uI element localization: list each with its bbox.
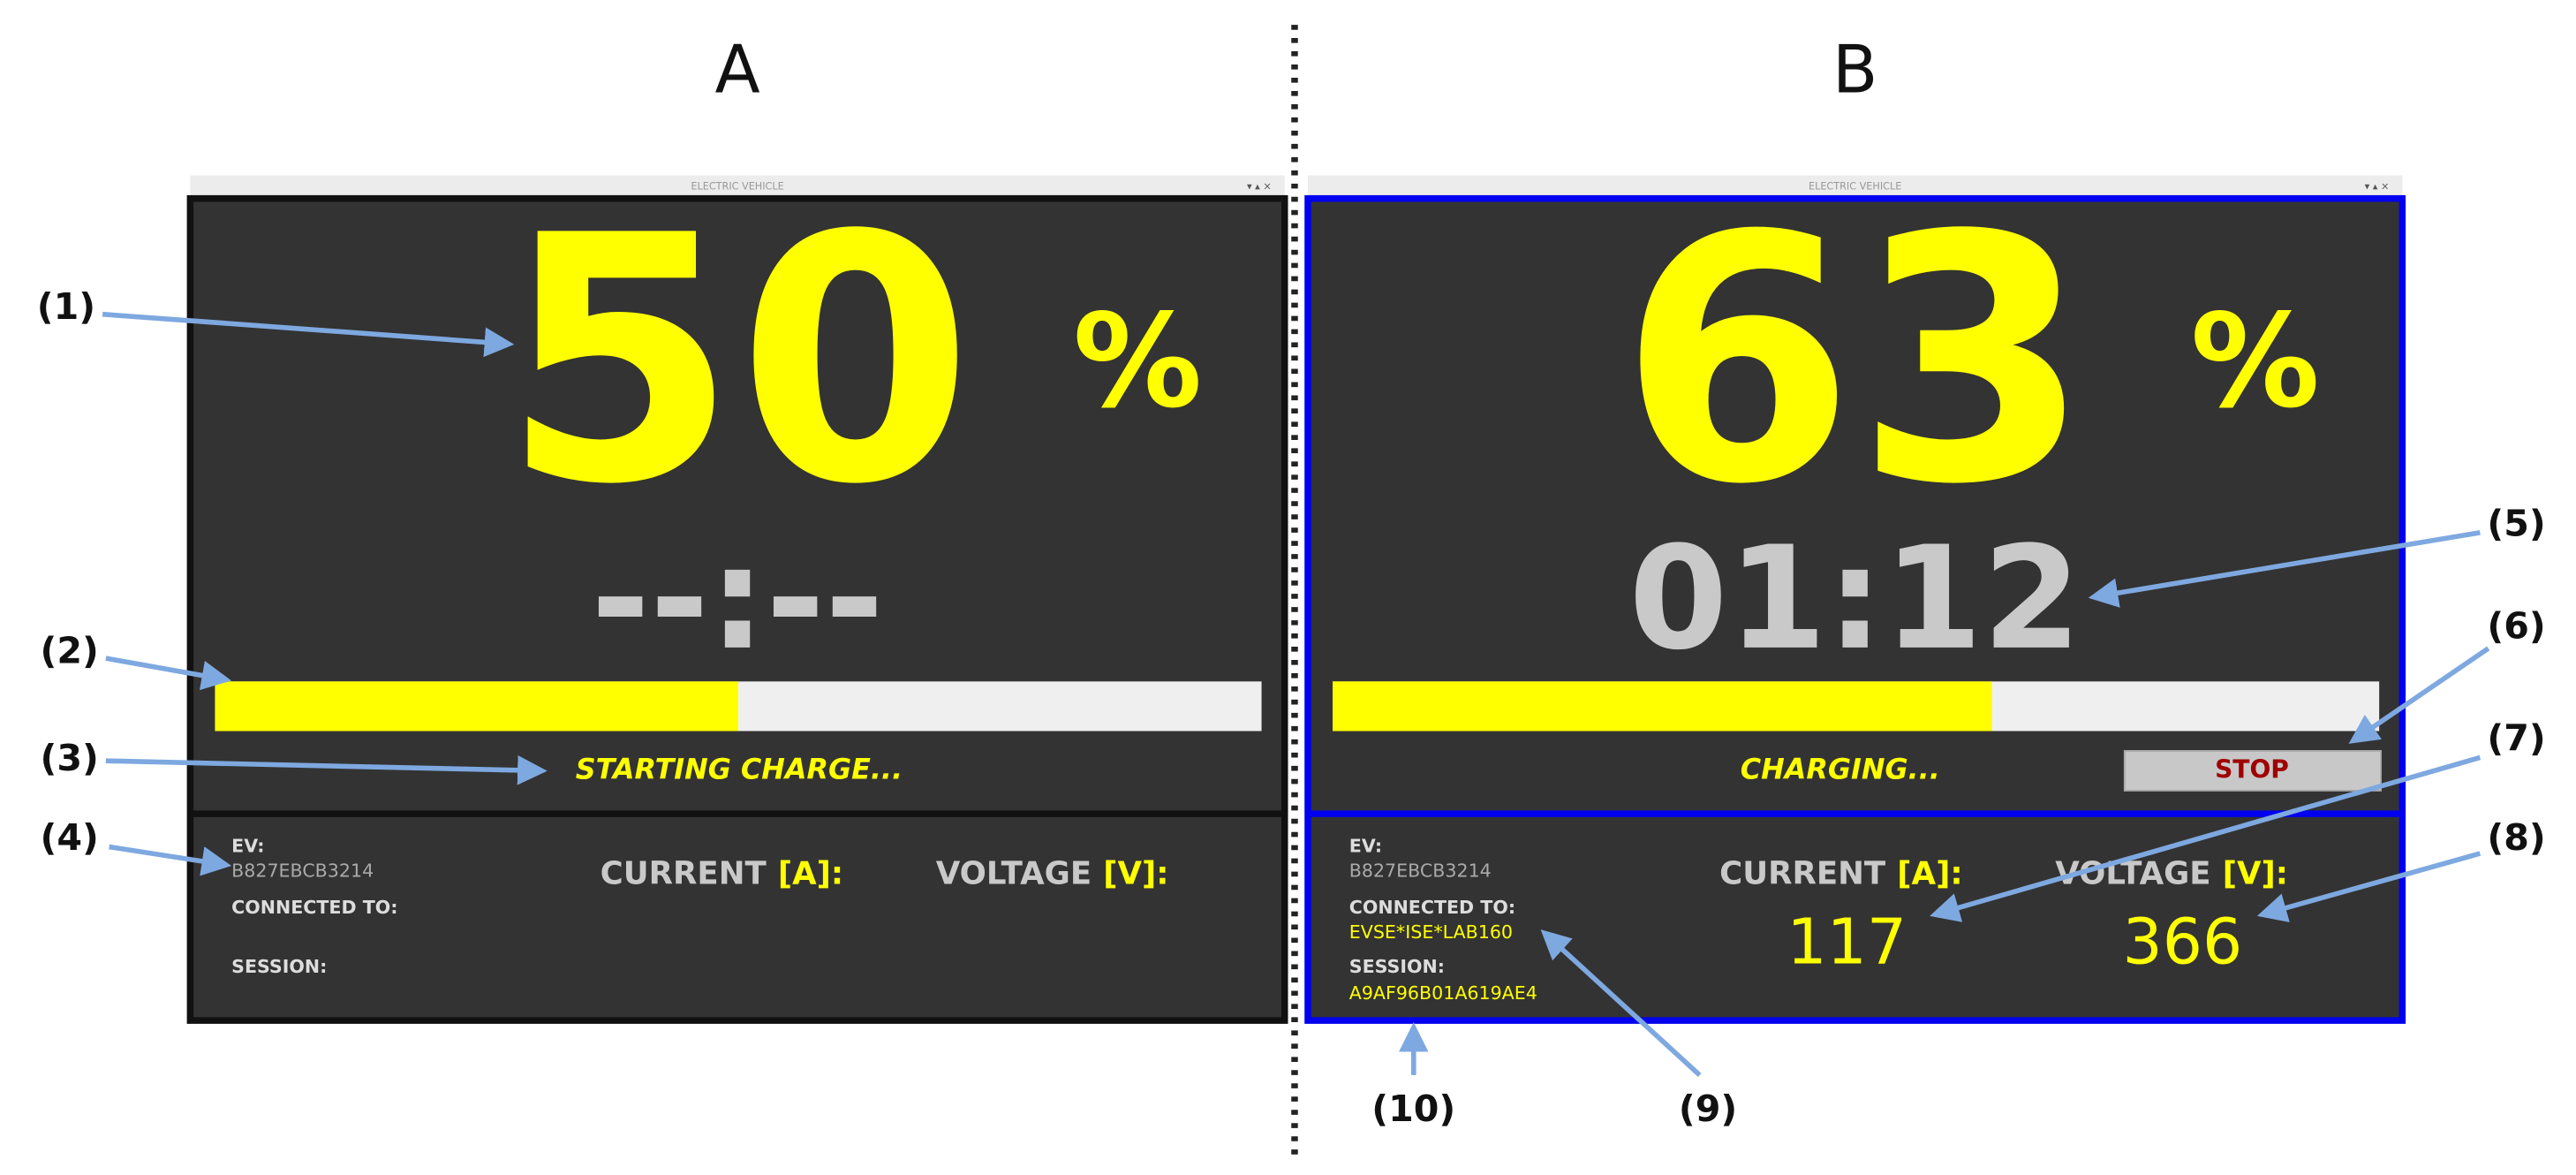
title-bar bbox=[1307, 175, 2403, 199]
panel-label: B bbox=[1832, 31, 1877, 109]
callout-arrow bbox=[105, 754, 548, 785]
session-label: SESSION: bbox=[1349, 956, 1445, 977]
callout-arrow bbox=[109, 844, 232, 876]
callout-label: (1) bbox=[37, 285, 95, 328]
ev-id: B827EBCB3214 bbox=[1349, 860, 1492, 882]
callout-arrow bbox=[2256, 851, 2482, 922]
connected-label: CONNECTED TO: bbox=[1349, 897, 1515, 918]
voltage-unit: [V]: bbox=[2223, 855, 2288, 891]
callout-label: (6) bbox=[2487, 604, 2545, 647]
callout-arrow bbox=[1930, 754, 2482, 922]
callout-label: (3) bbox=[41, 737, 99, 779]
current-heading: CURRENT [A]: bbox=[1719, 855, 1962, 891]
charge-time: --:-- bbox=[591, 516, 884, 681]
ev-label: EV: bbox=[1349, 836, 1382, 857]
voltage-heading: VOLTAGE [V]: bbox=[2055, 855, 2288, 891]
window-controls: ▾ ▴ × bbox=[2365, 181, 2390, 193]
progress-fill bbox=[215, 681, 738, 732]
callout-arrow bbox=[1540, 929, 1702, 1077]
current-unit: [A]: bbox=[778, 855, 843, 891]
voltage-unit: [V]: bbox=[1103, 855, 1168, 891]
voltage-value: 366 bbox=[2122, 905, 2242, 978]
voltage-heading: VOLTAGE [V]: bbox=[936, 855, 1169, 891]
current-label: CURRENT bbox=[1719, 855, 1886, 891]
window-body bbox=[1304, 194, 2406, 1024]
window-controls: ▾ ▴ × bbox=[1247, 181, 1272, 193]
stop-button[interactable] bbox=[2123, 750, 2382, 792]
charge-percent: 50 bbox=[502, 163, 973, 558]
connected-label: CONNECTED TO: bbox=[231, 897, 397, 918]
current-unit: [A]: bbox=[1897, 855, 1962, 891]
window-title: ELECTRIC VEHICLE bbox=[1809, 181, 1901, 193]
callout-arrow bbox=[2348, 646, 2490, 744]
percent-sign: % bbox=[2191, 286, 2320, 436]
ev-label: EV: bbox=[231, 836, 264, 857]
status: STARTING CHARGE... bbox=[576, 752, 903, 785]
callout-label: (10) bbox=[1371, 1088, 1455, 1130]
current-label: CURRENT bbox=[601, 855, 767, 891]
callout-arrow bbox=[105, 656, 232, 691]
window-title: ELECTRIC VEHICLE bbox=[691, 181, 783, 193]
charge-percent: 63 bbox=[1620, 163, 2091, 558]
ev-id: B827EBCB3214 bbox=[231, 860, 374, 882]
session-value: A9AF96B01A619AE4 bbox=[1349, 982, 1537, 1004]
title-bar bbox=[190, 175, 1285, 199]
voltage-label: VOLTAGE bbox=[936, 855, 1092, 891]
callout-label: (5) bbox=[2487, 502, 2545, 544]
callout-arrow bbox=[2088, 530, 2481, 608]
callout-label: (9) bbox=[1679, 1088, 1737, 1130]
callout-label: (7) bbox=[2487, 717, 2545, 760]
current-value: 117 bbox=[1787, 905, 1907, 978]
percent-sign: % bbox=[1073, 286, 1202, 436]
connected-value: EVSE*ISE*LAB160 bbox=[1349, 921, 1513, 943]
session-label: SESSION: bbox=[231, 956, 327, 977]
callout-label: (8) bbox=[2487, 816, 2545, 859]
current-heading: CURRENT [A]: bbox=[601, 855, 843, 891]
callout-label: (4) bbox=[41, 816, 99, 859]
stop-label[interactable]: STOP bbox=[2215, 754, 2289, 784]
charge-time: 01:12 bbox=[1628, 516, 2081, 681]
status: CHARGING... bbox=[1741, 752, 1940, 785]
callout-arrow bbox=[102, 311, 515, 358]
progress-fill bbox=[1333, 681, 1992, 732]
callout-label: (2) bbox=[41, 630, 99, 672]
panel-label: A bbox=[714, 31, 759, 109]
